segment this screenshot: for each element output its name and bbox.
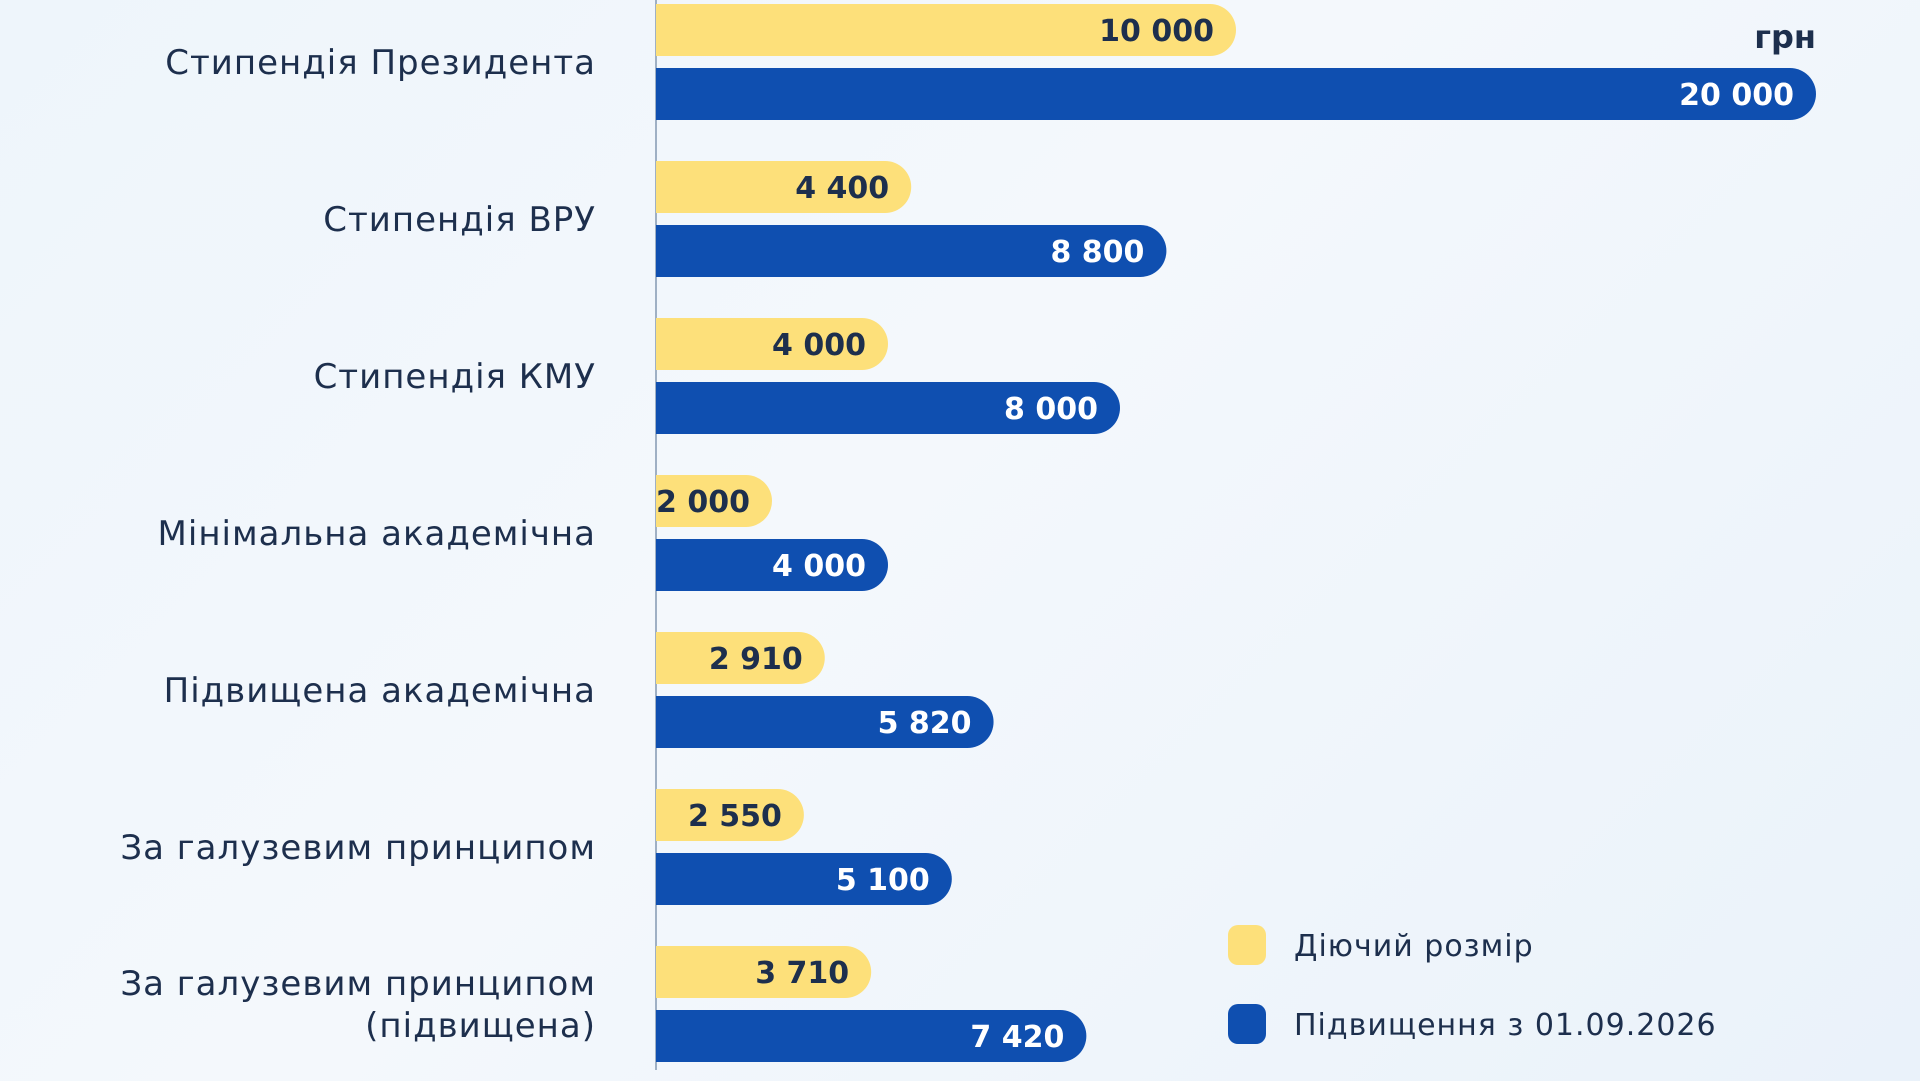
bar-value-label-current-1: 4 400 — [795, 171, 889, 206]
bars-group: 10 000 20 000 4 400 8 800 4 000 8 000 2 000 4 0… — [656, 4, 1816, 1062]
category-label-1: Стипендія ВРУ — [323, 200, 596, 240]
category-label-3: Мінімальна академічна — [158, 514, 596, 554]
legend-swatch-0 — [1228, 925, 1266, 965]
bar-value-label-increased-3: 4 000 — [772, 549, 866, 584]
bar-value-label-increased-4: 5 820 — [878, 706, 972, 741]
bar-value-label-increased-2: 8 000 — [1004, 392, 1098, 427]
bar-increased-5 — [656, 853, 952, 905]
bar-value-label-increased-6: 7 420 — [970, 1020, 1064, 1055]
bar-value-label-current-6: 3 710 — [755, 956, 849, 991]
bar-current-1 — [656, 161, 912, 213]
bar-increased-2 — [656, 382, 1120, 434]
category-label-6-0: За галузевим принципом — [120, 964, 596, 1004]
bar-value-label-current-4: 2 910 — [709, 642, 803, 677]
bar-current-2 — [656, 318, 888, 370]
bar-value-label-current-2: 4 000 — [772, 328, 866, 363]
bar-increased-3 — [656, 539, 888, 591]
category-label-2: Стипендія КМУ — [314, 357, 596, 397]
bar-value-label-increased-5: 5 100 — [836, 863, 930, 898]
bar-value-label-current-5: 2 550 — [688, 799, 782, 834]
legend-swatch-1 — [1228, 1004, 1266, 1044]
legend: Діючий розмір Підвищення з 01.09.2026 — [1228, 925, 1717, 1044]
category-label-5: За галузевим принципом — [120, 828, 596, 868]
category-labels-group: Стипендія Президента Стипендія ВРУ Стипенд… — [120, 43, 596, 1046]
unit-label: грн — [1754, 18, 1816, 56]
category-label-6-1: (підвищена) — [365, 1006, 596, 1046]
legend-label-1: Підвищення з 01.09.2026 — [1294, 1008, 1717, 1043]
bar-current-5 — [656, 789, 804, 841]
bar-increased-4 — [656, 696, 994, 748]
bar-current-0 — [656, 4, 1236, 56]
bar-value-label-increased-0: 20 000 — [1679, 78, 1794, 113]
category-label-4: Підвищена академічна — [164, 671, 596, 711]
bar-value-label-current-0: 10 000 — [1099, 14, 1214, 49]
bar-current-6 — [656, 946, 872, 998]
bar-value-label-current-3: 2 000 — [656, 485, 750, 520]
bar-value-label-increased-1: 8 800 — [1050, 235, 1144, 270]
bar-increased-0 — [656, 68, 1816, 120]
bar-current-3 — [656, 475, 772, 527]
category-label-0: Стипендія Президента — [165, 43, 596, 83]
bar-current-4 — [656, 632, 825, 684]
bar-increased-1 — [656, 225, 1167, 277]
legend-label-0: Діючий розмір — [1294, 929, 1534, 964]
bar-increased-6 — [656, 1010, 1087, 1062]
